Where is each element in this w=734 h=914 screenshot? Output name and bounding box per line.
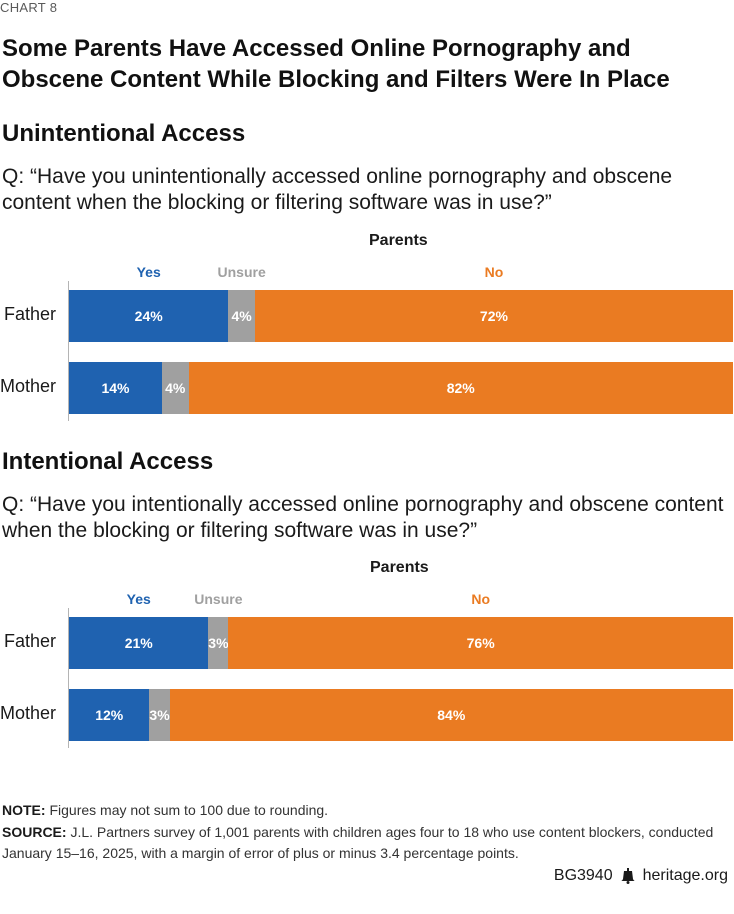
segment-no: 76% (228, 617, 733, 669)
note-label: NOTE: (2, 802, 46, 818)
legend-no: No (471, 591, 491, 607)
stacked-bar-father: 24% 4% 72% (69, 290, 733, 342)
question-unintentional: Q: “Have you unintentionally accessed on… (2, 165, 673, 214)
report-id: BG3940 (553, 867, 613, 884)
data-label: 14% (101, 380, 130, 396)
source-label: SOURCE: (2, 824, 67, 840)
footer: BG3940 heritage.org (554, 867, 728, 885)
data-label: 76% (466, 635, 495, 651)
stacked-bar-mother: 14% 4% 82% (69, 362, 733, 414)
data-label: 4% (231, 308, 252, 324)
category-axis-line (68, 281, 69, 421)
segment-no: 84% (169, 689, 733, 741)
source: SOURCE: J.L. Partners survey of 1,001 pa… (2, 822, 730, 864)
legend-yes: Yes (126, 591, 151, 607)
data-label: 84% (437, 707, 466, 723)
data-label: 21% (124, 635, 153, 651)
stacked-bar-father: 21% 3% 76% (69, 617, 733, 669)
source-text: J.L. Partners survey of 1,001 parents wi… (2, 824, 714, 861)
stacked-bar-mother: 12% 3% 84% (69, 689, 733, 741)
site-link[interactable]: heritage.org (642, 867, 728, 884)
segment-yes: 21% (69, 617, 209, 669)
legend-unsure: Unsure (194, 591, 243, 607)
note: NOTE: Figures may not sum to 100 due to … (2, 800, 730, 821)
note-text: Figures may not sum to 100 due to roundi… (49, 802, 329, 818)
legend-no: No (484, 264, 504, 280)
question-intentional: Q: “Have you intentionally accessed onli… (2, 493, 724, 542)
data-label: 72% (479, 308, 508, 324)
legend-unsure: Unsure (217, 264, 266, 280)
row-label-father: Father (3, 304, 56, 324)
data-label: 12% (95, 707, 124, 723)
segment-no: 82% (188, 362, 733, 414)
segment-unsure: 4% (228, 290, 255, 342)
data-label: 3% (208, 635, 229, 651)
data-label: 82% (446, 380, 475, 396)
segment-no: 72% (254, 290, 733, 342)
segment-yes: 24% (69, 290, 229, 342)
data-label: 3% (149, 707, 170, 723)
legend-yes: Yes (136, 264, 161, 280)
data-label: 4% (165, 380, 186, 396)
category-axis-line (68, 608, 69, 748)
chart-number: CHART 8 (0, 0, 58, 15)
segment-unsure: 3% (208, 617, 229, 669)
segment-yes: 14% (69, 362, 162, 414)
segment-unsure: 4% (161, 362, 189, 414)
page-title: Some Parents Have Accessed Online Pornog… (2, 35, 670, 93)
segment-yes: 12% (69, 689, 150, 741)
section-title-unintentional: Unintentional Access (2, 120, 246, 147)
liberty-bell-icon (620, 868, 635, 884)
data-label: 24% (134, 308, 163, 324)
row-label-father: Father (3, 631, 56, 651)
segment-unsure: 3% (149, 689, 170, 741)
group-label-parents: Parents (370, 559, 429, 576)
section-title-intentional: Intentional Access (2, 448, 214, 475)
group-label-parents: Parents (369, 232, 428, 249)
row-label-mother: Mother (0, 703, 56, 723)
row-label-mother: Mother (0, 376, 56, 396)
